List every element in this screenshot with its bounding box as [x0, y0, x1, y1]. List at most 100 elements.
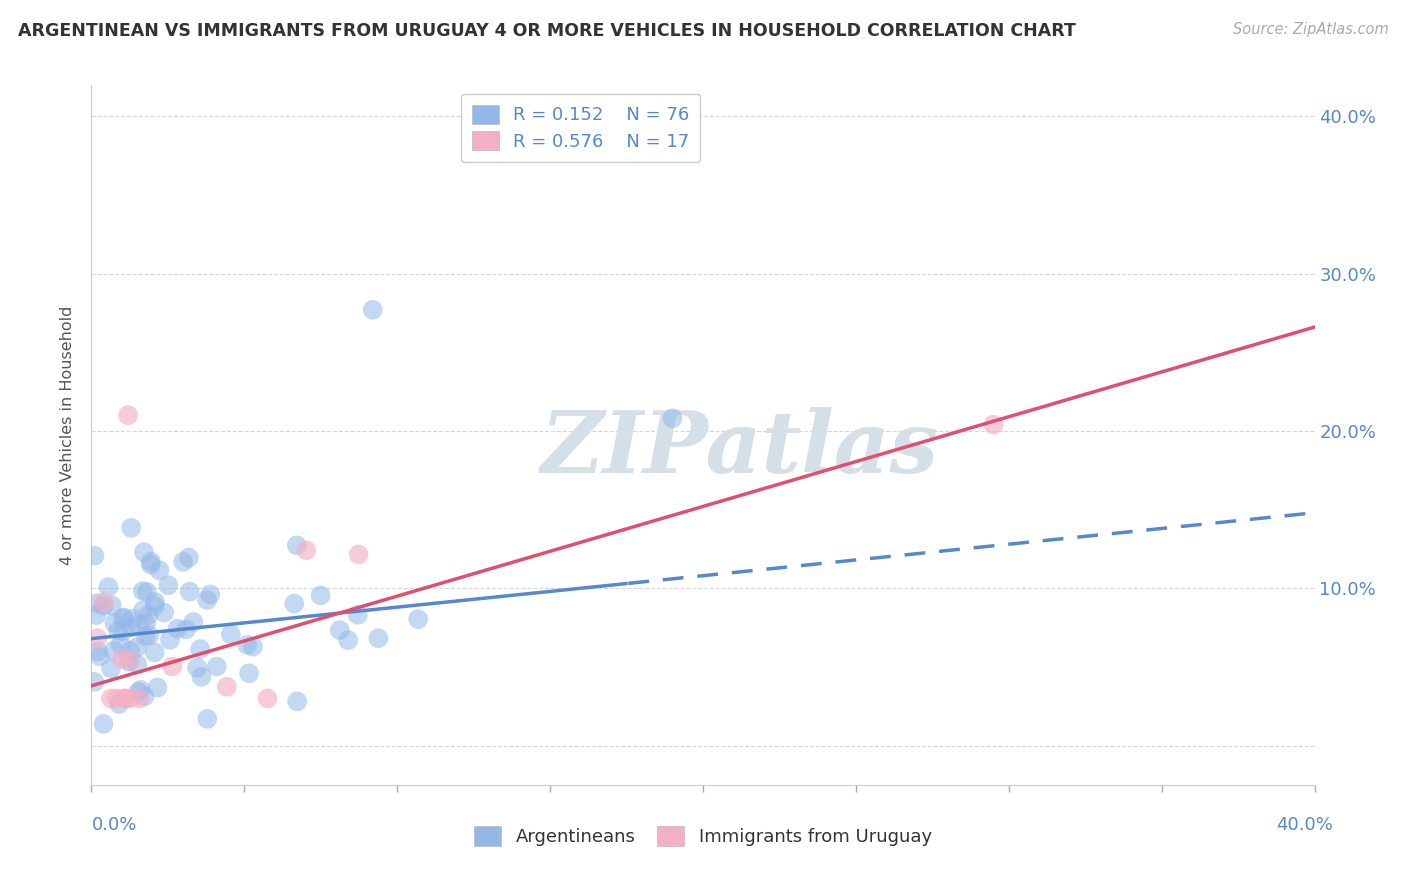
- Text: 0.0%: 0.0%: [91, 816, 136, 834]
- Point: [120, 521, 142, 535]
- Point: [238, 666, 260, 681]
- Point: [347, 548, 370, 562]
- Point: [174, 623, 197, 637]
- Point: [406, 612, 429, 626]
- Point: [120, 653, 142, 667]
- Point: [236, 638, 259, 652]
- Point: [93, 599, 115, 613]
- Point: [138, 628, 160, 642]
- Point: [143, 599, 166, 614]
- Point: [127, 657, 149, 672]
- Point: [83, 549, 105, 563]
- Point: [139, 555, 162, 569]
- Point: [93, 717, 115, 731]
- Point: [112, 691, 135, 706]
- Point: [132, 584, 155, 599]
- Point: [285, 538, 308, 552]
- Text: 40.0%: 40.0%: [1277, 816, 1333, 834]
- Point: [188, 642, 211, 657]
- Point: [283, 597, 305, 611]
- Text: Source: ZipAtlas.com: Source: ZipAtlas.com: [1233, 22, 1389, 37]
- Point: [215, 680, 238, 694]
- Point: [121, 612, 143, 626]
- Point: [183, 615, 205, 629]
- Point: [108, 697, 131, 711]
- Point: [295, 543, 318, 558]
- Point: [337, 633, 360, 648]
- Point: [346, 607, 368, 622]
- Point: [128, 618, 150, 632]
- Point: [205, 659, 228, 673]
- Point: [87, 644, 110, 658]
- Point: [132, 603, 155, 617]
- Point: [143, 645, 166, 659]
- Point: [153, 606, 176, 620]
- Point: [112, 610, 135, 624]
- Point: [111, 611, 134, 625]
- Y-axis label: 4 or more Vehicles in Household: 4 or more Vehicles in Household: [60, 305, 76, 565]
- Point: [143, 595, 166, 609]
- Point: [110, 638, 132, 652]
- Point: [361, 302, 384, 317]
- Point: [160, 659, 183, 673]
- Point: [172, 555, 194, 569]
- Point: [107, 624, 129, 638]
- Point: [115, 691, 138, 706]
- Point: [136, 585, 159, 599]
- Point: [200, 587, 222, 601]
- Point: [83, 674, 105, 689]
- Point: [661, 411, 683, 425]
- Point: [125, 640, 148, 655]
- Point: [219, 627, 242, 641]
- Point: [101, 599, 124, 613]
- Point: [329, 623, 352, 637]
- Point: [120, 620, 142, 634]
- Point: [159, 632, 181, 647]
- Point: [120, 644, 142, 658]
- Point: [127, 685, 149, 699]
- Text: ARGENTINEAN VS IMMIGRANTS FROM URUGUAY 4 OR MORE VEHICLES IN HOUSEHOLD CORRELATI: ARGENTINEAN VS IMMIGRANTS FROM URUGUAY 4…: [18, 22, 1076, 40]
- Point: [139, 558, 162, 572]
- Point: [100, 661, 122, 675]
- Point: [118, 655, 141, 669]
- Point: [120, 691, 142, 706]
- Point: [157, 578, 180, 592]
- Point: [97, 580, 120, 594]
- Point: [177, 550, 200, 565]
- Point: [86, 596, 108, 610]
- Point: [179, 584, 201, 599]
- Point: [129, 682, 152, 697]
- Point: [89, 649, 111, 664]
- Legend: Argentineans, Immigrants from Uruguay: Argentineans, Immigrants from Uruguay: [467, 819, 939, 853]
- Point: [983, 417, 1005, 432]
- Text: ZIPatlas: ZIPatlas: [541, 407, 939, 491]
- Point: [100, 691, 122, 706]
- Point: [134, 690, 156, 704]
- Point: [84, 608, 107, 623]
- Point: [146, 681, 169, 695]
- Point: [166, 622, 188, 636]
- Point: [132, 545, 155, 559]
- Point: [105, 691, 128, 706]
- Point: [93, 595, 115, 609]
- Point: [135, 616, 157, 631]
- Point: [242, 640, 264, 654]
- Point: [256, 691, 278, 706]
- Point: [190, 670, 212, 684]
- Point: [111, 651, 134, 665]
- Point: [117, 408, 139, 422]
- Point: [186, 661, 208, 675]
- Point: [285, 694, 308, 708]
- Point: [111, 624, 134, 639]
- Point: [103, 615, 125, 630]
- Point: [134, 630, 156, 644]
- Point: [103, 643, 125, 657]
- Point: [86, 631, 108, 645]
- Point: [138, 608, 160, 623]
- Point: [367, 631, 389, 645]
- Point: [195, 593, 218, 607]
- Point: [195, 712, 218, 726]
- Point: [128, 691, 150, 706]
- Point: [309, 589, 332, 603]
- Point: [148, 563, 170, 577]
